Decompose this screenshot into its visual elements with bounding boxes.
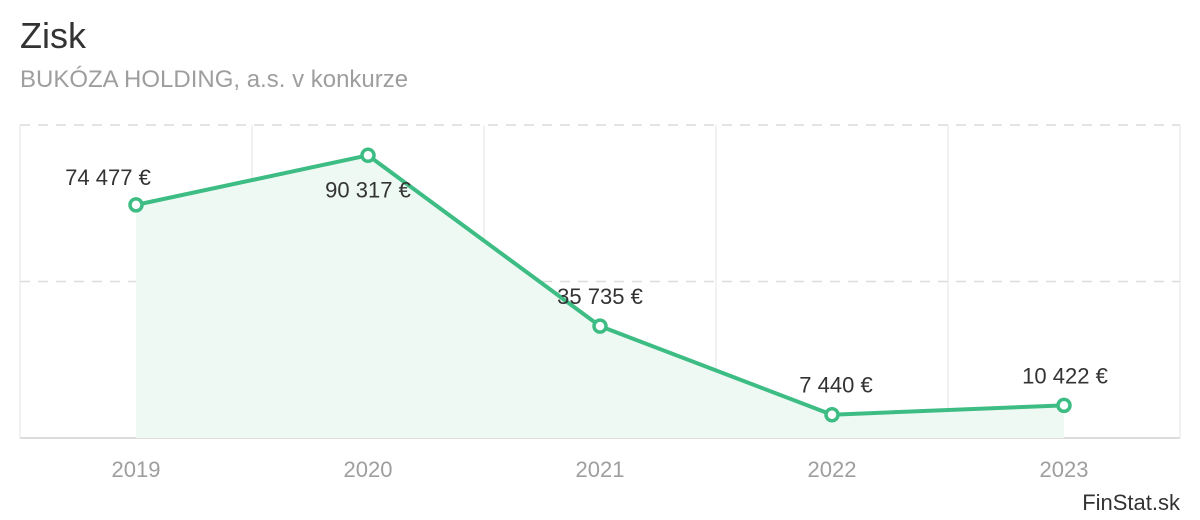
area-layer [136, 155, 1064, 438]
data-label: 7 440 € [799, 373, 872, 398]
series-area [136, 155, 1064, 438]
data-point [824, 406, 840, 423]
x-tick-label: 2021 [576, 457, 625, 482]
data-point [1056, 397, 1072, 414]
x-tick-label: 2019 [112, 457, 161, 482]
data-point [360, 147, 376, 164]
tick-layer: 2019 2020 2021 2022 2023 [112, 457, 1089, 482]
data-label: 35 735 € [557, 284, 643, 309]
data-point [592, 318, 608, 334]
label-layer: 74 477 € 90 317 € 35 735 € 7 440 € 10 422 € [65, 165, 1108, 398]
data-point [128, 197, 144, 213]
data-label: 74 477 € [65, 165, 151, 190]
x-tick-label: 2020 [344, 457, 393, 482]
finstat-watermark: FinStat.sk [1082, 490, 1180, 515]
data-label: 10 422 € [1022, 363, 1108, 388]
x-tick-label: 2023 [1040, 457, 1089, 482]
x-tick-label: 2022 [808, 457, 857, 482]
company-subtitle: BUKÓZA HOLDING, a.s. v konkurze [20, 66, 409, 93]
data-label: 90 317 € [325, 177, 411, 202]
point-layer [128, 147, 1072, 423]
chart-title: Zisk [20, 15, 86, 56]
